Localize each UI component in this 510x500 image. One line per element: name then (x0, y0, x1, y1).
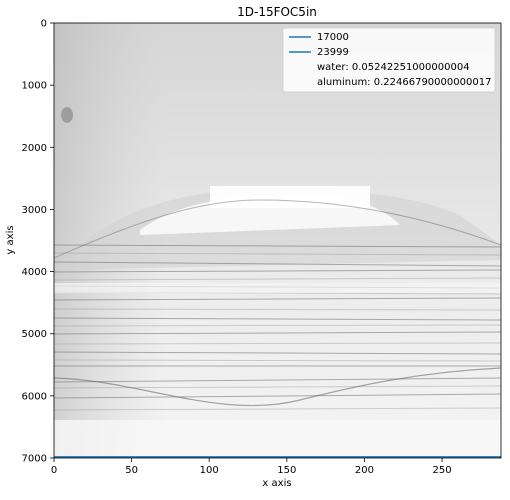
chart-title: 1D-15FOC5in (237, 5, 317, 19)
y-tick-label: 1000 (22, 81, 47, 92)
legend-entry-17000: 17000 (317, 32, 349, 43)
y-tick-label: 2000 (22, 143, 47, 154)
y-tick-label: 5000 (22, 329, 47, 340)
y-tick-label: 6000 (22, 391, 47, 402)
legend-entry-aluminum: aluminum: 0.22466790000000017 (317, 77, 491, 88)
heatmap-image (54, 23, 501, 458)
x-tick-label: 100 (200, 465, 219, 476)
x-tick-label: 0 (51, 465, 57, 476)
y-tick-label: 7000 (22, 454, 47, 465)
legend-entry-23999: 23999 (317, 47, 349, 58)
y-tick-label: 0 (41, 19, 47, 30)
x-axis-title: x axis (262, 478, 291, 489)
legend: 17000 23999 water: 0.05242251000000004 a… (282, 27, 496, 93)
y-tick-label: 4000 (22, 267, 47, 278)
y-axis-ticks: 0 1000 2000 3000 4000 5000 6000 7000 (22, 19, 54, 465)
x-tick-label: 50 (125, 465, 138, 476)
x-axis-ticks: 0 50 100 150 200 250 (51, 458, 452, 476)
x-tick-label: 150 (277, 465, 296, 476)
axes-frame (53, 22, 502, 459)
legend-entry-water: water: 0.05242251000000004 (317, 62, 470, 73)
x-tick-label: 200 (355, 465, 374, 476)
y-tick-label: 3000 (22, 205, 47, 216)
y-axis-title: y axis (5, 225, 16, 254)
legend-box (282, 27, 496, 93)
x-tick-label: 250 (432, 465, 451, 476)
